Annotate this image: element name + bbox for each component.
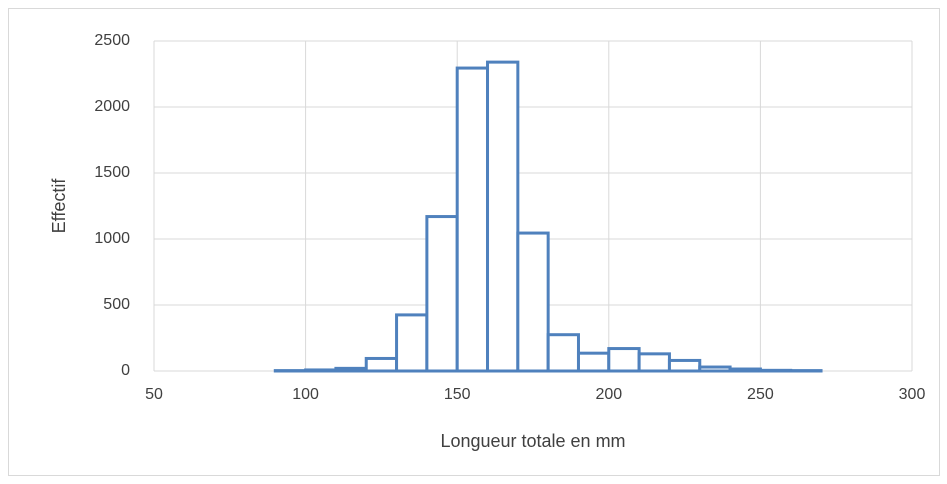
x-axis-title: Longueur totale en mm bbox=[440, 431, 625, 451]
bar bbox=[455, 66, 490, 373]
bar bbox=[334, 366, 368, 373]
bar bbox=[758, 368, 793, 373]
y-tick-label: 500 bbox=[103, 296, 130, 313]
bar bbox=[364, 356, 399, 373]
y-tick-label: 2000 bbox=[94, 98, 130, 115]
bar bbox=[304, 368, 338, 373]
y-axis-title: Effectif bbox=[49, 178, 69, 234]
y-tick-label: 1000 bbox=[94, 230, 130, 247]
x-tick-label: 250 bbox=[747, 386, 774, 403]
x-tick-label: 300 bbox=[899, 386, 926, 403]
x-tick-label: 100 bbox=[292, 386, 319, 403]
y-tick-label: 0 bbox=[121, 362, 130, 379]
bar bbox=[425, 215, 459, 373]
x-tick-label: 50 bbox=[145, 386, 163, 403]
y-tick-label: 1500 bbox=[94, 164, 130, 181]
bar bbox=[607, 347, 641, 373]
bar bbox=[667, 358, 702, 373]
y-tick-label: 2500 bbox=[94, 32, 130, 49]
bar bbox=[728, 367, 762, 373]
bar bbox=[698, 365, 732, 373]
bar bbox=[516, 231, 550, 373]
bar bbox=[546, 333, 580, 373]
bar bbox=[637, 352, 671, 373]
x-tick-label: 200 bbox=[595, 386, 622, 403]
bar bbox=[486, 60, 520, 373]
bar bbox=[395, 313, 429, 373]
bar bbox=[576, 351, 611, 373]
x-tick-label: 150 bbox=[444, 386, 471, 403]
